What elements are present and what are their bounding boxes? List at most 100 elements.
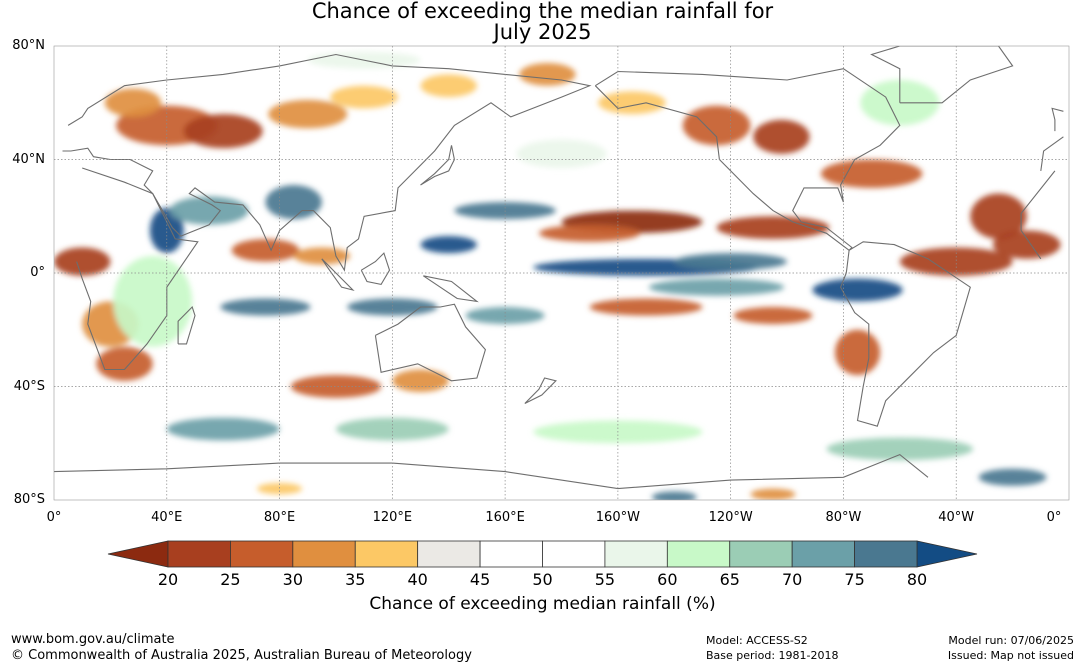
coastline (420, 145, 455, 186)
colorbar-tick-label: 80 (906, 570, 928, 589)
anomaly-patch (733, 307, 813, 325)
anomaly-patch (978, 468, 1047, 486)
colorbar-high-arrow (916, 540, 978, 568)
anomaly-patch (290, 375, 382, 398)
anomaly-patch (648, 278, 785, 296)
colorbar-low-arrow (107, 540, 169, 568)
anomaly-patch (54, 247, 111, 276)
coastline (1020, 170, 1056, 231)
coastline (374, 303, 487, 382)
coastline (54, 453, 929, 490)
anomaly-patch (166, 417, 280, 441)
anomaly-patch (834, 329, 881, 376)
website-link[interactable]: www.bom.gov.au/climate (11, 632, 175, 647)
anomaly-patch (992, 230, 1061, 259)
coastline (177, 305, 196, 345)
anomaly-patch (335, 417, 449, 441)
longitude-label: 40°W (938, 510, 975, 525)
anomaly-patch (674, 253, 788, 271)
anomaly-patch (183, 114, 263, 149)
coastline (1020, 230, 1042, 260)
colorbar-tick-label: 20 (157, 570, 179, 589)
colorbar (107, 540, 978, 568)
anomaly-patch (651, 491, 697, 500)
coastline (422, 275, 479, 303)
anomaly-patch (265, 185, 322, 220)
map-title-line2: July 2025 (493, 20, 592, 44)
anomaly-patch (589, 298, 703, 316)
latitude-label: 40°N (12, 151, 45, 167)
longitude-label: 120°E (372, 510, 413, 525)
longitude-label: 160°E (485, 510, 525, 525)
colorbar-tick-label: 30 (282, 570, 303, 589)
colorbar-tick-label: 75 (844, 570, 865, 589)
anomaly-patch (169, 196, 249, 225)
anomaly-patch (516, 139, 607, 169)
colorbar-tick-label: 65 (719, 570, 740, 589)
colorbar-bin (854, 540, 918, 568)
coastline (870, 46, 1014, 104)
coastline (360, 252, 391, 286)
colorbar-bin (479, 540, 543, 568)
anomaly-patch (812, 278, 903, 302)
anomaly-patch (519, 63, 576, 86)
coastline (1051, 107, 1064, 132)
anomaly-patch (268, 99, 348, 129)
anomaly-patch (330, 85, 398, 109)
longitude-label: 80°W (825, 510, 862, 525)
coastline (321, 258, 355, 292)
latitude-label: 80°N (12, 38, 45, 53)
colorbar-bin (167, 540, 231, 568)
colorbar-tick-label: 40 (407, 570, 428, 589)
colorbar-tick-label: 25 (220, 570, 241, 589)
map-title-line1: Chance of exceeding the median rainfall … (311, 0, 774, 23)
anomaly-patch (598, 91, 666, 115)
longitude-label: 80°E (263, 510, 296, 525)
longitude-label: 0° (1046, 510, 1062, 525)
colorbar-bin (542, 540, 606, 568)
coastline (1040, 136, 1064, 171)
colorbar-bin (791, 540, 855, 568)
colorbar-title: Chance of exceeding median rainfall (%) (369, 594, 716, 614)
coastline (594, 68, 901, 252)
colorbar-tick-label: 45 (469, 570, 491, 589)
anomaly-patch (149, 207, 184, 254)
anomaly-patch (293, 247, 351, 265)
longitude-label: 160°W (595, 510, 640, 525)
longitude-label: 120°W (708, 510, 753, 525)
anomaly-patch (826, 437, 974, 461)
colorbar-bin (604, 540, 668, 568)
latitude-label: 40°S (13, 378, 45, 394)
anomaly-patch (420, 74, 477, 98)
coastline (62, 53, 592, 272)
coastline-layer (54, 46, 1064, 490)
anomaly-patch (392, 369, 449, 393)
anomaly-patch (970, 193, 1027, 239)
anomaly-patch (104, 88, 162, 117)
colorbar-tick-label: 55 (594, 570, 616, 589)
colorbar-bin (292, 540, 356, 568)
base-period: Base period: 1981-2018 (706, 649, 839, 662)
colorbar-tick-label: 60 (657, 570, 678, 589)
anomaly-patch (538, 224, 641, 242)
map-frame (53, 45, 1070, 501)
model-name: Model: ACCESS-S2 (706, 634, 808, 647)
graticule (54, 46, 1069, 500)
colorbar-tick-label: 70 (781, 570, 803, 589)
longitude-label: 0° (46, 510, 62, 525)
colorbar-bin (729, 540, 793, 568)
latitude-label: 80°S (13, 492, 45, 507)
copyright-text: © Commonwealth of Australia 2025, Austra… (11, 648, 472, 663)
anomaly-patch (231, 238, 300, 262)
anomaly-patch (750, 488, 796, 500)
anomaly-patch (716, 216, 830, 239)
anomaly-patch (753, 119, 810, 154)
anomaly-patch (899, 247, 1013, 276)
colorbar-bin (230, 540, 294, 568)
issued-status: Issued: Map not issued (947, 649, 1074, 662)
coastline (839, 241, 971, 427)
colorbar-bin (666, 540, 731, 568)
colorbar-tick-label: 50 (532, 570, 553, 589)
coastline (524, 377, 557, 404)
